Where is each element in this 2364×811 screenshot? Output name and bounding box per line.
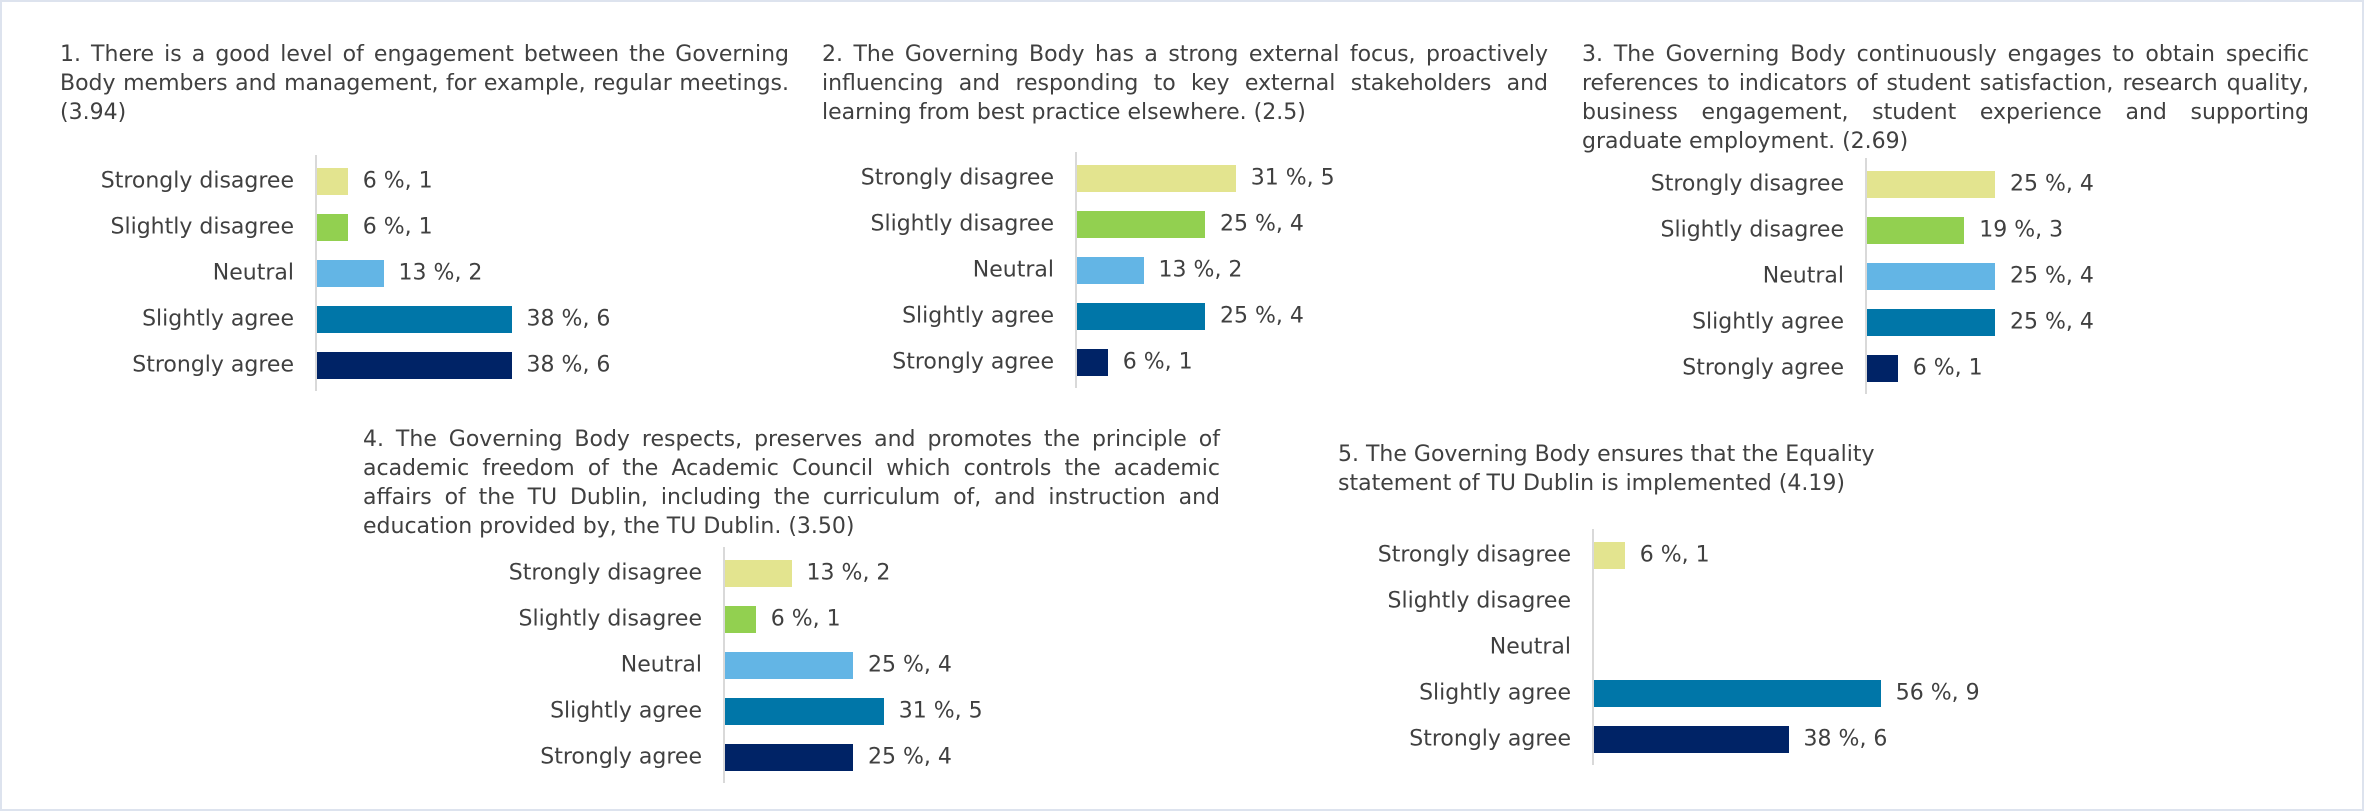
category-label: Neutral	[1489, 634, 1571, 660]
value-label: 31 %, 5	[898, 698, 983, 724]
value-label: 25 %, 4	[1220, 303, 1304, 329]
category-label: Slightly agree	[1419, 680, 1571, 706]
category-label: Slightly disagree	[518, 606, 702, 632]
category-label: Strongly disagree	[508, 560, 702, 586]
bar	[1867, 354, 1898, 382]
value-label: 6 %, 1	[1639, 542, 1710, 568]
value-label: 13 %, 2	[398, 260, 483, 286]
category-label: Neutral	[620, 652, 702, 678]
category-label: Slightly disagree	[1387, 588, 1571, 614]
bar	[1077, 210, 1205, 238]
bar	[725, 559, 792, 587]
value-label: 25 %, 4	[868, 744, 952, 770]
axis-line	[723, 547, 725, 783]
bar	[1594, 679, 1881, 707]
category-label: Slightly disagree	[870, 211, 1054, 237]
bar	[317, 351, 512, 379]
value-label: 38 %, 6	[1803, 726, 1888, 752]
category-label: Strongly agree	[540, 744, 702, 770]
value-label: 6 %, 1	[1912, 355, 1983, 381]
category-label: Strongly disagree	[1650, 171, 1844, 197]
bar	[1867, 308, 1995, 336]
value-label: 13 %, 2	[1158, 257, 1243, 283]
value-label: 25 %, 4	[2010, 309, 2094, 335]
chart-title: 2. The Governing Body has a strong exter…	[822, 42, 1548, 125]
value-label: 6 %, 1	[1122, 349, 1193, 375]
value-label: 25 %, 4	[2010, 171, 2094, 197]
category-label: Strongly agree	[132, 352, 294, 378]
bar	[317, 167, 348, 195]
axis-line	[1865, 158, 1867, 394]
chart-title: 3. The Governing Body continuously engag…	[1582, 42, 2309, 154]
value-label: 19 %, 3	[1979, 217, 2064, 243]
bar	[725, 697, 884, 725]
chart-title: 4. The Governing Body respects, preserve…	[363, 427, 1220, 539]
category-label: Slightly agree	[902, 303, 1054, 329]
bar	[1867, 262, 1995, 290]
bar	[317, 259, 384, 287]
category-label: Slightly agree	[142, 306, 294, 332]
bar	[1077, 164, 1236, 192]
category-label: Neutral	[972, 257, 1054, 283]
category-label: Strongly disagree	[860, 165, 1054, 191]
bar	[1867, 216, 1965, 244]
value-label: 25 %, 4	[1220, 211, 1304, 237]
axis-line	[1075, 152, 1077, 388]
value-label: 38 %, 6	[526, 352, 611, 378]
bar	[725, 605, 756, 633]
bar	[725, 743, 853, 771]
category-label: Neutral	[212, 260, 294, 286]
category-label: Strongly agree	[1409, 726, 1571, 752]
value-label: 6 %, 1	[362, 214, 433, 240]
bar	[1077, 256, 1144, 284]
bar	[1077, 302, 1205, 330]
bar	[1594, 725, 1789, 753]
category-label: Strongly agree	[1682, 355, 1844, 381]
category-label: Slightly disagree	[110, 214, 294, 240]
bar	[317, 213, 348, 241]
value-label: 13 %, 2	[806, 560, 891, 586]
category-label: Strongly agree	[892, 349, 1054, 375]
category-label: Strongly disagree	[1377, 542, 1571, 568]
category-label: Neutral	[1762, 263, 1844, 289]
bar	[725, 651, 853, 679]
bar	[1867, 170, 1995, 198]
category-label: Slightly agree	[1692, 309, 1844, 335]
category-label: Strongly disagree	[100, 168, 294, 194]
axis-line	[315, 155, 317, 391]
value-label: 25 %, 4	[2010, 263, 2094, 289]
category-label: Slightly disagree	[1660, 217, 1844, 243]
value-label: 31 %, 5	[1250, 165, 1335, 191]
chart-title: 5. The Governing Body ensures that the E…	[1338, 442, 1875, 496]
value-label: 6 %, 1	[362, 168, 433, 194]
axis-line	[1592, 529, 1594, 765]
value-label: 6 %, 1	[770, 606, 841, 632]
value-label: 38 %, 6	[526, 306, 611, 332]
bar	[1594, 541, 1625, 569]
value-label: 56 %, 9	[1895, 680, 1980, 706]
category-label: Slightly agree	[550, 698, 702, 724]
bar	[1077, 348, 1108, 376]
value-label: 25 %, 4	[868, 652, 952, 678]
chart-title: 1. There is a good level of engagement b…	[60, 42, 789, 125]
bar	[317, 305, 512, 333]
